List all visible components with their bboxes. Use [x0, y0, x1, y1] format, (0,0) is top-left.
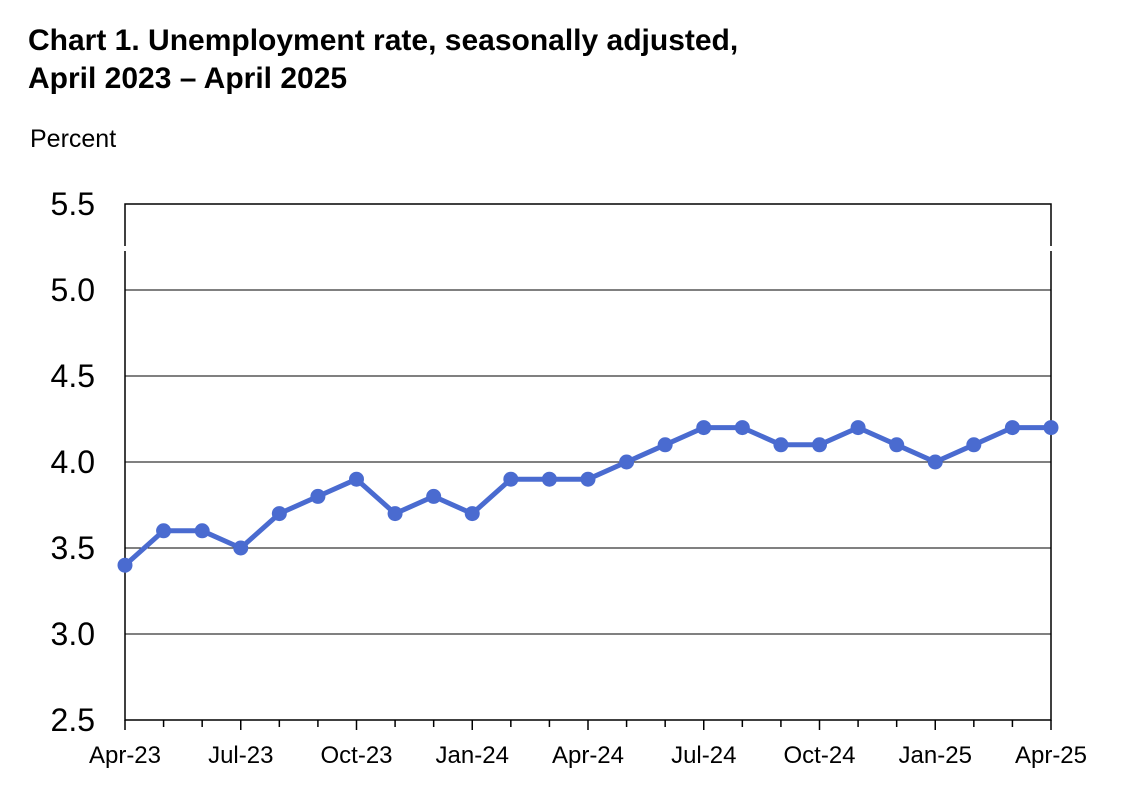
data-point	[541, 471, 557, 487]
x-tick-label: Oct-24	[783, 742, 855, 769]
series-line	[123, 425, 1051, 568]
y-tick-label: 3.0	[51, 616, 95, 652]
data-point	[966, 437, 982, 453]
x-tick-label: Jul-23	[208, 742, 273, 769]
data-point	[310, 488, 326, 504]
data-point	[426, 488, 442, 504]
chart-title-line-1: Chart 1. Unemployment rate, seasonally a…	[28, 24, 739, 57]
data-point	[773, 437, 789, 453]
data-point	[1043, 420, 1059, 436]
y-tick-label: 4.0	[51, 444, 95, 480]
chart-title: Chart 1. Unemployment rate, seasonally a…	[28, 22, 738, 98]
data-point	[1004, 420, 1020, 436]
data-point	[927, 454, 943, 470]
x-tick-label: Oct-23	[320, 742, 392, 769]
data-point	[349, 471, 364, 487]
chart-title-line-2: April 2023 – April 2025	[28, 62, 348, 95]
x-tick-label: Apr-23	[89, 742, 161, 769]
y-tick-label: 2.5	[51, 702, 95, 738]
y-axis-label: Percent	[30, 125, 117, 153]
data-point	[387, 506, 403, 522]
x-tick-label: Apr-25	[1015, 742, 1087, 769]
x-tick-label: Jul-24	[671, 742, 736, 769]
data-point	[850, 420, 866, 436]
x-tick-label: Jan-24	[436, 742, 509, 769]
data-point	[657, 437, 673, 453]
data-point	[156, 523, 172, 539]
y-tick-label: 5.5	[51, 186, 95, 222]
y-tick-label: 5.0	[51, 272, 95, 308]
data-point	[734, 420, 750, 436]
data-point	[812, 437, 827, 453]
x-tick-label: Jan-25	[899, 742, 972, 769]
y-tick-label: 4.5	[51, 358, 95, 394]
data-point	[889, 437, 905, 453]
y-tick-label: 3.5	[51, 530, 95, 566]
data-point	[696, 420, 712, 436]
data-point	[117, 557, 133, 573]
data-point	[271, 506, 287, 522]
data-point	[619, 454, 635, 470]
data-point	[194, 523, 210, 539]
data-point	[233, 540, 249, 556]
x-tick-label: Apr-24	[552, 742, 624, 769]
data-point	[580, 471, 596, 487]
data-point	[503, 471, 519, 487]
data-point	[464, 506, 480, 522]
